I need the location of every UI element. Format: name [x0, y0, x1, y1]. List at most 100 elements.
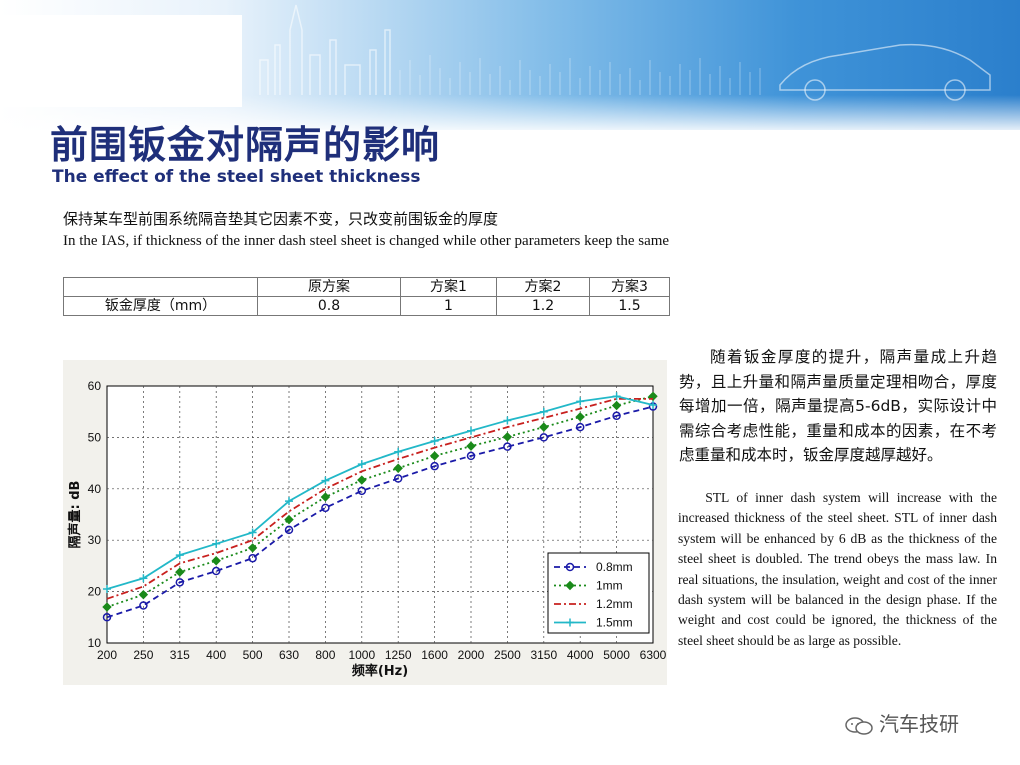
- thickness-table: 原方案 方案1 方案2 方案3 钣金厚度（mm） 0.8 1 1.2 1.5: [63, 277, 670, 316]
- series-line-1-5mm: [106, 395, 654, 590]
- table-header-cell: 原方案: [257, 277, 401, 297]
- table-header-cell: 方案1: [400, 277, 497, 297]
- x-tick-label: 400: [206, 648, 226, 662]
- y-tick-label: 40: [88, 482, 102, 496]
- data-point-1mm: [175, 567, 185, 577]
- data-point-0-8mm: [612, 411, 621, 421]
- data-point-0-8mm: [321, 503, 330, 513]
- legend-label: 1.2mm: [596, 597, 633, 611]
- data-point-0-8mm: [575, 422, 585, 432]
- data-point-0-8mm: [248, 553, 257, 563]
- legend-marker: [565, 580, 575, 591]
- series-line-1-2mm: [106, 397, 653, 600]
- page-title: 前围钣金对隔声的影响: [50, 123, 441, 167]
- legend-marker: [565, 562, 575, 572]
- x-tick-label: 1000: [348, 648, 375, 662]
- y-tick-label: 60: [88, 379, 102, 393]
- data-point-0-8mm: [102, 613, 112, 622]
- x-tick-label: 250: [133, 648, 153, 662]
- page-subtitle: The effect of the steel sheet thickness: [52, 167, 421, 187]
- x-tick-label: 500: [243, 648, 263, 662]
- data-point-1-5mm: [612, 392, 621, 401]
- y-axis-label: 隔声量: dB: [67, 481, 83, 549]
- data-point-1mm: [393, 463, 403, 473]
- data-point-1-5mm: [285, 497, 293, 506]
- data-point-1mm: [357, 475, 367, 485]
- table-row-label: 钣金厚度（mm）: [63, 296, 258, 316]
- data-point-1-5mm: [103, 585, 111, 594]
- x-tick-label: 1600: [421, 648, 448, 662]
- data-point-0-8mm: [211, 566, 221, 576]
- skyline-graphic: [259, 4, 991, 101]
- data-point-0-8mm: [503, 442, 512, 451]
- data-point-1-5mm: [430, 436, 439, 445]
- data-point-0-8mm: [357, 486, 367, 496]
- watermark-text: 汽车技研: [879, 712, 959, 736]
- data-point-0-8mm: [139, 601, 148, 610]
- header-banner: [0, 0, 1020, 135]
- data-point-1mm: [611, 400, 622, 411]
- table-header-cell: 方案2: [496, 277, 590, 297]
- series-line-1mm: [106, 395, 654, 608]
- table-cell: 1.2: [496, 296, 590, 316]
- data-point-1-5mm: [576, 397, 585, 406]
- data-point-0-8mm: [284, 525, 294, 535]
- data-point-1-5mm: [357, 460, 366, 469]
- banner-white-block: [0, 15, 242, 107]
- y-tick-label: 50: [88, 430, 102, 444]
- legend-label: 1mm: [596, 579, 623, 593]
- data-point-1mm: [247, 543, 258, 553]
- data-point-0-8mm: [393, 474, 403, 483]
- x-tick-label: 200: [97, 648, 117, 662]
- data-point-0-8mm: [430, 461, 439, 471]
- table-cell: 1: [400, 296, 497, 316]
- data-point-1-5mm: [248, 528, 257, 537]
- legend-label: 0.8mm: [596, 560, 633, 574]
- data-point-1mm: [466, 441, 476, 451]
- x-tick-label: 2000: [458, 648, 485, 662]
- legend-label: 1.5mm: [596, 616, 633, 630]
- data-point-1mm: [284, 514, 294, 525]
- y-tick-label: 30: [88, 533, 102, 547]
- data-point-0-8mm: [175, 578, 185, 587]
- data-point-1-5mm: [394, 447, 403, 456]
- data-point-1mm: [320, 492, 331, 502]
- table-header-row: 原方案 方案1 方案2 方案3: [63, 277, 670, 297]
- series-line-0-8mm: [106, 405, 654, 619]
- data-point-0-8mm: [539, 433, 549, 442]
- stl-chart-svg: 200 250 315 400 500 630 800 1000 1250 1600 2000 250…: [67, 379, 667, 679]
- wechat-icon: [845, 716, 873, 735]
- table-cell: 0.8: [257, 296, 401, 316]
- data-point-1mm: [575, 412, 585, 422]
- table-cell: 1.5: [589, 296, 670, 316]
- table-row: 钣金厚度（mm） 0.8 1 1.2 1.5: [63, 296, 670, 316]
- legend-marker: [566, 618, 574, 627]
- y-tick-label: 20: [88, 585, 102, 599]
- data-point-1-5mm: [649, 401, 657, 410]
- table-header-cell: 方案3: [589, 277, 670, 297]
- x-axis-label: 频率(Hz): [352, 663, 408, 679]
- table-header-cell: [63, 277, 258, 297]
- data-point-1mm: [539, 422, 549, 432]
- watermark: 汽车技研: [845, 708, 959, 737]
- x-tick-label: 630: [279, 648, 299, 662]
- data-point-1-5mm: [321, 476, 330, 485]
- x-tick-label: 5000: [603, 648, 630, 662]
- x-tick-label: 6300: [640, 648, 667, 662]
- banner-fade: [0, 95, 1020, 135]
- data-point-1mm: [429, 451, 440, 461]
- data-point-1-5mm: [175, 551, 184, 560]
- data-point-1-5mm: [212, 539, 221, 548]
- data-point-1mm: [502, 432, 513, 442]
- data-point-0-8mm: [466, 451, 476, 461]
- data-point-1mm: [102, 602, 112, 612]
- y-tick-label: 10: [88, 636, 102, 650]
- data-point-1mm: [211, 556, 221, 566]
- intro-text-cn: 保持某车型前围系统隔音垫其它因素不变，只改变前围钣金的厚度: [63, 210, 499, 228]
- data-point-1-5mm: [503, 416, 512, 425]
- description-cn: 随着钣金厚度的提升，隔声量成上升趋势，且上升量和隔声量质量定理相吻合，厚度每增加…: [679, 348, 997, 464]
- x-tick-label: 315: [170, 648, 190, 662]
- data-point-1-5mm: [539, 407, 548, 416]
- x-tick-label: 1250: [385, 648, 412, 662]
- data-point-1mm: [138, 589, 149, 600]
